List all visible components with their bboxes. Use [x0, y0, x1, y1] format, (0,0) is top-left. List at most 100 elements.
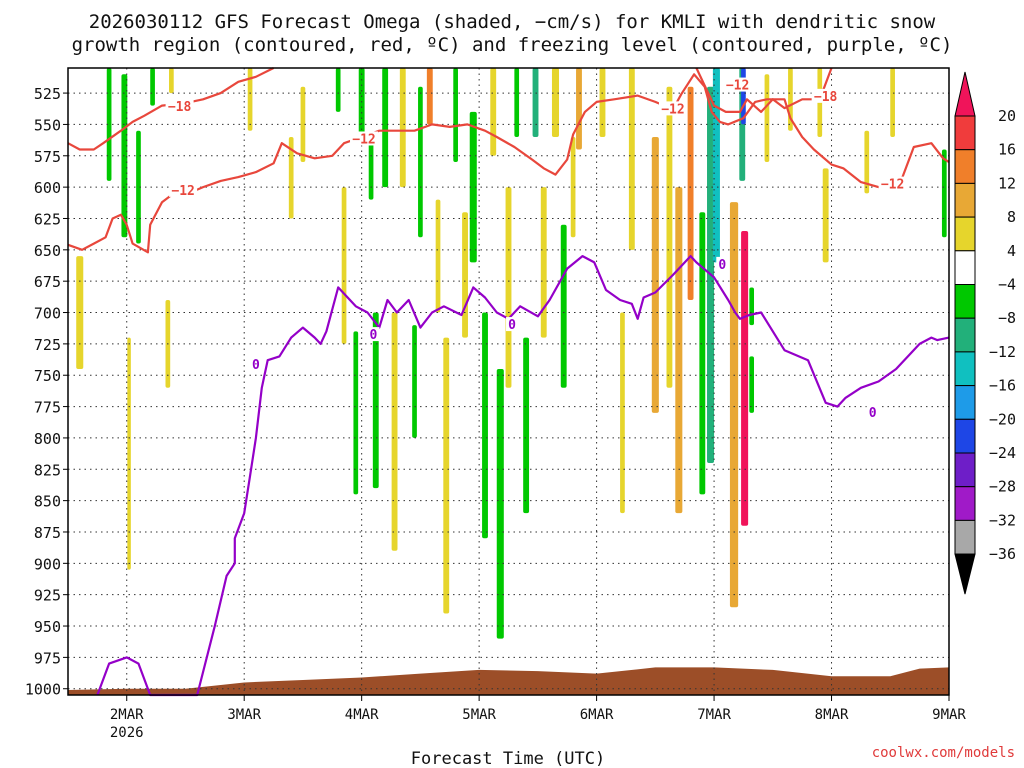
omega-cell-33 — [523, 337, 530, 514]
colorbar-box-9 — [954, 418, 976, 454]
chart-title-line-1: 2026030112 GFS Forecast Omega (shaded, −… — [89, 11, 936, 33]
omega-cell-35 — [540, 187, 547, 338]
x-tick-label-1: 3MAR — [227, 707, 261, 723]
y-tick-label-675: 675 — [34, 273, 61, 291]
contour-label-bg-2 — [350, 131, 379, 146]
omega-cell-17 — [382, 68, 389, 188]
omega-cell-31 — [505, 187, 512, 388]
omega-cell-59 — [822, 168, 829, 263]
contour-label-4: −12 — [726, 79, 749, 94]
omega-cell-55 — [749, 356, 755, 413]
omega-cell-60 — [864, 130, 870, 194]
omega-cell-37 — [560, 224, 567, 388]
x-tick-label-3: 5MAR — [462, 707, 496, 723]
contour-label-bg-0 — [165, 98, 194, 113]
omega-cell-45 — [675, 187, 683, 514]
omega-cell-54 — [749, 287, 755, 326]
omega-cell-25 — [453, 68, 458, 163]
omega-cell-3 — [127, 337, 131, 570]
colorbar-box-11 — [954, 486, 976, 521]
colorbar-label-3: 8 — [1007, 208, 1016, 226]
x-axis-ticks: 2MAR 2026 3MAR 4MAR 5MAR 6MAR 7MAR 8MAR 9MAR — [110, 695, 966, 741]
omega-cell-56 — [764, 74, 770, 163]
omega-cell-38 — [570, 136, 576, 238]
contour-label-bg-6 — [878, 176, 907, 191]
colorbar-label-10: −24 — [989, 444, 1016, 462]
colorbar-box-0 — [954, 115, 976, 151]
contour-label-bg-7 — [249, 357, 262, 372]
omega-cell-9 — [288, 136, 294, 219]
freezing-level-contour — [96, 255, 950, 697]
omega-cell-50 — [729, 202, 739, 608]
omega-cell-32 — [514, 68, 520, 137]
omega-cell-18 — [391, 312, 398, 551]
contour-label-bg-3 — [658, 101, 687, 116]
omega-cell-28 — [482, 312, 488, 539]
colorbar-label-13: −36 — [989, 545, 1016, 563]
colorbar-label-11: −28 — [989, 478, 1016, 496]
x-axis-label: Forecast Time (UTC) — [411, 749, 605, 768]
omega-cell-4 — [136, 130, 141, 244]
credit-text: coolwx.com/models — [872, 745, 1015, 761]
colorbar-box-3 — [954, 216, 976, 252]
contour-label-bg-10 — [716, 256, 729, 271]
colorbar: 20 16 12 8 4 −4 −8 −12 −16 −20 −24 −28 −32 −36 — [954, 71, 1016, 595]
omega-cell-29 — [490, 68, 497, 156]
y-tick-label-875: 875 — [34, 524, 61, 542]
x-tick-sublabel-0: 2026 — [110, 725, 144, 741]
omega-cell-26 — [462, 212, 468, 338]
colorbar-box-7 — [954, 351, 976, 387]
colorbar-box-6 — [954, 317, 976, 353]
omega-cell-24 — [443, 337, 450, 614]
omega-cell-44 — [666, 86, 673, 388]
contour-labels: −18 −12 −12 −12 −12 −18 −12 0 0 0 0 0 — [165, 77, 907, 421]
omega-cell-20 — [412, 325, 417, 438]
y-tick-label-850: 850 — [34, 493, 61, 511]
x-tick-label-0: 2MAR — [110, 707, 144, 723]
colorbar-label-12: −32 — [989, 511, 1016, 529]
omega-cell-8 — [247, 68, 253, 131]
colorbar-top-arrow — [954, 71, 976, 117]
y-tick-label-800: 800 — [34, 430, 61, 448]
omega-cell-1 — [106, 68, 112, 181]
omega-cell-43 — [651, 136, 659, 413]
y-tick-label-900: 900 — [34, 555, 61, 573]
omega-cell-21 — [418, 86, 423, 238]
omega-cell-7 — [169, 68, 174, 94]
omega-cell-47 — [699, 212, 706, 495]
y-tick-label-775: 775 — [34, 399, 61, 417]
dendritic-contour-1 — [67, 67, 275, 151]
contour-label-5: −18 — [814, 90, 838, 105]
contour-label-6: −12 — [881, 178, 904, 193]
omega-cell-39 — [576, 68, 582, 150]
chart-title-line-2: growth region (contoured, red, ºC) and f… — [72, 34, 953, 56]
contour-label-bg-9 — [506, 317, 519, 332]
omega-cell-15 — [368, 136, 374, 200]
surface-fill — [68, 667, 949, 695]
omega-cell-13 — [353, 331, 359, 495]
contour-label-8: 0 — [369, 328, 377, 343]
x-tick-label-6: 8MAR — [815, 707, 849, 723]
contour-label-1: −12 — [171, 184, 194, 199]
colorbar-label-7: −12 — [989, 343, 1016, 361]
y-tick-label-575: 575 — [34, 148, 61, 166]
y-tick-label-750: 750 — [34, 367, 61, 385]
y-tick-label-625: 625 — [34, 210, 61, 228]
contour-label-7: 0 — [252, 358, 260, 373]
x-tick-label-2: 4MAR — [345, 707, 379, 723]
contour-label-bg-1 — [169, 182, 198, 197]
omega-cell-30 — [496, 368, 504, 639]
colorbar-box-12 — [954, 519, 976, 555]
omega-cell-5 — [150, 68, 155, 106]
colorbar-label-0: 20 — [998, 107, 1016, 125]
omega-shading — [76, 68, 947, 639]
omega-cell-61 — [890, 68, 895, 137]
colorbar-box-2 — [954, 182, 976, 218]
y-tick-label-725: 725 — [34, 336, 61, 354]
colorbar-box-10 — [954, 452, 976, 488]
colorbar-box-4 — [954, 250, 976, 286]
contour-label-3: −12 — [661, 102, 684, 117]
y-tick-label-975: 975 — [34, 649, 61, 667]
contour-label-bg-11 — [866, 404, 879, 419]
